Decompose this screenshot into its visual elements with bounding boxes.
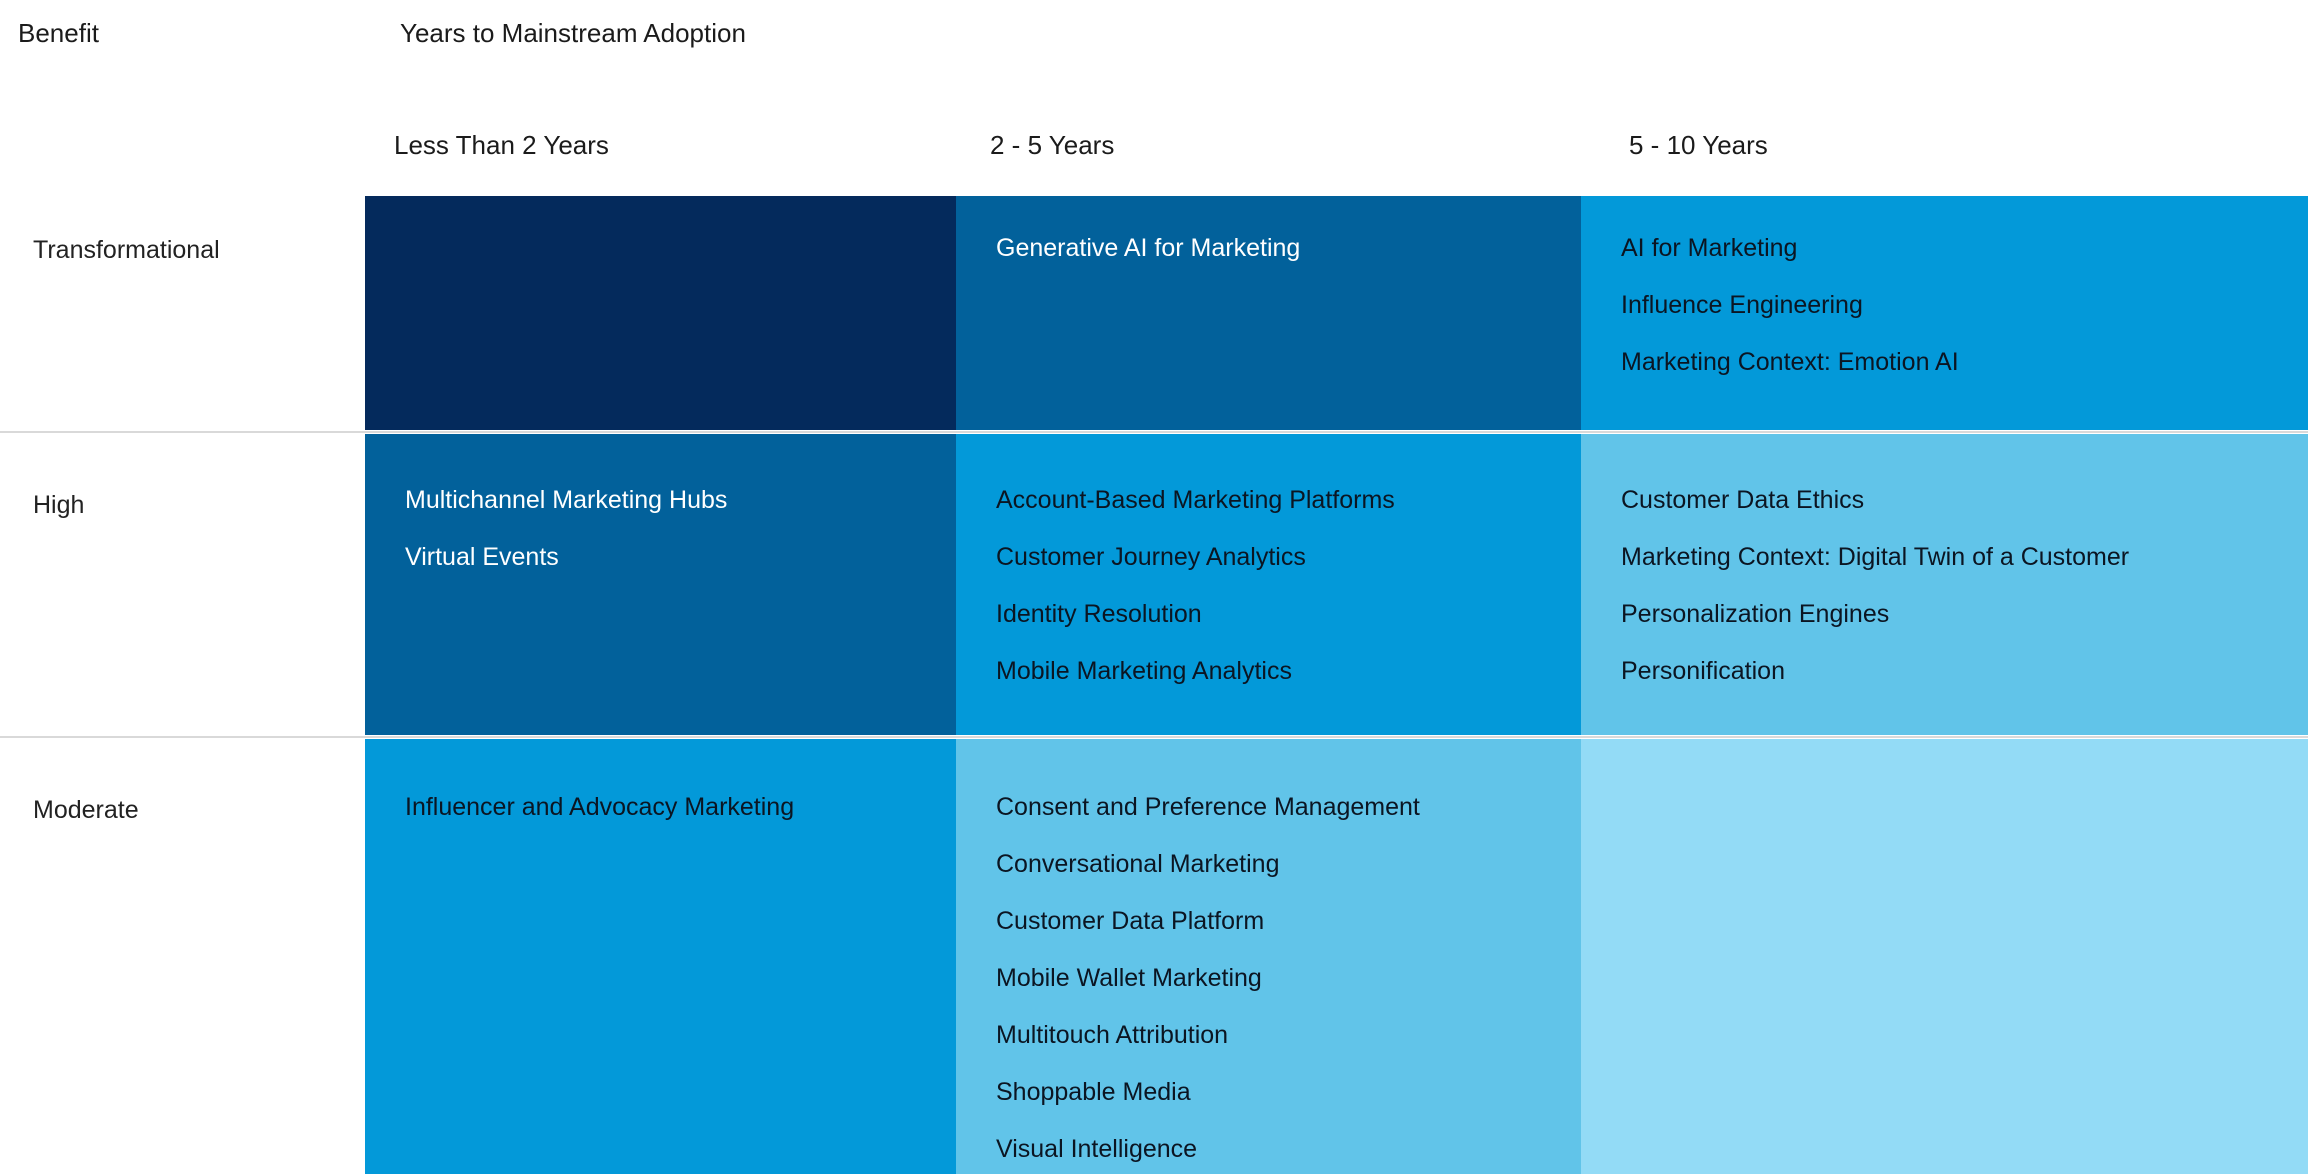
benefit-axis-label: Benefit xyxy=(18,18,99,48)
technology-item: Customer Data Platform xyxy=(996,907,1265,935)
technology-item: Identity Resolution xyxy=(996,600,1202,628)
technology-item: Virtual Events xyxy=(405,543,559,571)
cell-transformational-5-10-years: AI for Marketing Influence Engineering Mar… xyxy=(1581,196,2308,430)
cell-high-2-5-years: Account-Based Marketing Platforms Custome… xyxy=(956,434,1581,735)
technology-item: Customer Journey Analytics xyxy=(996,543,1306,571)
technology-item: Multichannel Marketing Hubs xyxy=(405,486,728,514)
technology-item: Influence Engineering xyxy=(1621,291,1863,319)
cell-moderate-5-10-years xyxy=(1581,739,2308,1174)
technology-item: Personification xyxy=(1621,657,1785,685)
row-label-moderate: Moderate xyxy=(33,796,139,824)
matrix-row-moderate: Influencer and Advocacy Marketing Consen… xyxy=(365,739,2308,1174)
adoption-axis-title: Years to Mainstream Adoption xyxy=(400,18,746,48)
technology-item: Customer Data Ethics xyxy=(1621,486,1865,514)
technology-item: Account-Based Marketing Platforms xyxy=(996,486,1395,514)
row-label-high: High xyxy=(33,491,85,519)
technology-item: Personalization Engines xyxy=(1621,600,1890,628)
technology-item: Generative AI for Marketing xyxy=(996,234,1301,262)
row-separator xyxy=(0,736,2308,738)
cell-moderate-2-5-years: Consent and Preference Management Convers… xyxy=(956,739,1581,1174)
cell-transformational-less-than-2-years xyxy=(365,196,956,430)
technology-item: Conversational Marketing xyxy=(996,850,1280,878)
matrix-grid: Generative AI for Marketing AI for Marke… xyxy=(365,196,2308,1174)
technology-list: Influencer and Advocacy Marketing xyxy=(365,739,956,836)
cell-moderate-less-than-2-years: Influencer and Advocacy Marketing xyxy=(365,739,956,1174)
technology-list: Consent and Preference Management Convers… xyxy=(956,739,1581,1174)
matrix-row-transformational: Generative AI for Marketing AI for Marke… xyxy=(365,196,2308,430)
technology-list: Customer Data Ethics Marketing Context: D… xyxy=(1581,434,2308,700)
technology-list: Multichannel Marketing Hubs Virtual Event… xyxy=(365,434,956,586)
technology-item: Marketing Context: Digital Twin of a Cus… xyxy=(1621,543,2130,571)
technology-item: AI for Marketing xyxy=(1621,234,1798,262)
row-separator xyxy=(0,431,2308,433)
technology-item: Visual Intelligence xyxy=(996,1135,1198,1163)
row-label-transformational: Transformational xyxy=(33,236,220,264)
technology-list: Generative AI for Marketing xyxy=(956,196,1581,277)
technology-item: Influencer and Advocacy Marketing xyxy=(405,793,795,821)
technology-item: Marketing Context: Emotion AI xyxy=(1621,348,1959,376)
technology-item: Mobile Wallet Marketing xyxy=(996,964,1262,992)
technology-item: Consent and Preference Management xyxy=(996,793,1420,821)
technology-list: AI for Marketing Influence Engineering Mar… xyxy=(1581,196,2308,391)
technology-item: Multitouch Attribution xyxy=(996,1021,1229,1049)
technology-item: Mobile Marketing Analytics xyxy=(996,657,1292,685)
matrix-row-high: Multichannel Marketing Hubs Virtual Event… xyxy=(365,434,2308,735)
cell-transformational-2-5-years: Generative AI for Marketing xyxy=(956,196,1581,430)
technology-item: Shoppable Media xyxy=(996,1078,1191,1106)
cell-high-5-10-years: Customer Data Ethics Marketing Context: D… xyxy=(1581,434,2308,735)
column-header-5-10-years: 5 - 10 Years xyxy=(1629,130,1768,160)
cell-high-less-than-2-years: Multichannel Marketing Hubs Virtual Event… xyxy=(365,434,956,735)
column-header-2-5-years: 2 - 5 Years xyxy=(990,130,1115,160)
technology-list xyxy=(1581,739,2308,779)
technology-list: Account-Based Marketing Platforms Custome… xyxy=(956,434,1581,700)
technology-list xyxy=(365,196,956,220)
column-header-less-than-2-years: Less Than 2 Years xyxy=(394,130,609,160)
